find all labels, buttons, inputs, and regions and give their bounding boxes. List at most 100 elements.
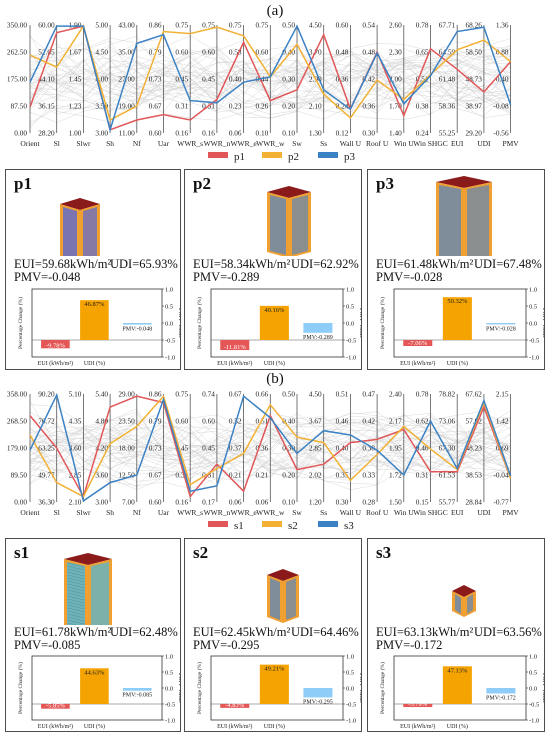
solution-card-p2: p2 EUI=58.34kWh/m² UDI=62.92% PMV=-0.289… [184,169,362,370]
tick-label: 57.92 [465,417,482,426]
tick-label: 4.50 [95,48,108,57]
series-line-s3 [29,392,512,503]
category-label: EUI (kWh/m²) [400,723,435,730]
tick-label: 38.97 [465,102,482,111]
pmv-value: PMV=-0.172 [376,638,443,652]
tick-label: 0.30 [282,75,295,84]
tick-label: 0.24 [336,102,349,111]
right-tick-label: 0.0 [529,686,537,693]
axis-label: WWR_w [256,139,285,148]
window-stripe [66,574,86,580]
tick-label: 358.00 [7,390,27,399]
tick-label: 0.23 [229,102,242,111]
window-stripe [66,613,86,619]
tick-label: 0.58 [229,48,242,57]
tick-label: 0.67 [149,471,162,480]
tick-label: 0.69 [496,444,509,453]
tick-label: 29.20 [465,129,482,138]
tick-label: 0.51 [416,75,429,84]
bar-value-label: -3.79% [408,701,428,708]
legend-swatch [262,152,282,158]
tick-label: 2.60 [389,21,402,30]
building-window-right [467,185,489,256]
y2-axis-label: PMV Value [177,308,181,338]
tick-label: 28.20 [38,129,55,138]
window-stripe [66,595,86,601]
tick-label: 4.80 [95,417,108,426]
tick-label: 2.10 [69,498,82,507]
category-label: UDI (%) [447,360,468,367]
eui-bar [41,340,70,349]
tick-label: 2.85 [69,471,82,480]
category-label: EUI (kWh/m²) [38,360,73,367]
tick-label: -0.56 [493,129,509,138]
building-window-left [455,594,461,614]
series-line-p3 [29,24,512,133]
tick-label: 43.00 [118,21,135,30]
tick-label: 5.40 [95,390,108,399]
percentage-change-bar-chart: Percentage Change (%) 1.0 0.5 0.0 -0.5 -1.0 PM… [196,287,361,368]
tick-label: 0.30 [362,129,375,138]
tick-label: 11.00 [119,129,135,138]
udi-bar [442,666,472,704]
bar-value-label: 44.63% [84,669,105,676]
legend-label: s1 [234,520,244,532]
legend-swatch [208,521,228,527]
tick-label: 36.30 [38,498,55,507]
axis-label: Sw [292,139,302,148]
axis-label: Wall U [340,139,362,148]
y2-axis-label: PMV Value [541,308,545,338]
tick-label: 1.30 [309,129,322,138]
tick-label: 0.40 [282,48,295,57]
tick-label: 0.79 [149,48,162,57]
tick-label: 28.84 [465,498,482,507]
tick-label: 12.50 [118,471,135,480]
bar-value-label: 47.13% [447,667,468,674]
udi-value: UDI=64.46% [291,625,359,639]
tick-label: 0.48 [336,48,349,57]
tick-label: 27.00 [118,75,135,84]
legend-swatch [318,152,338,158]
bar-value-label: -7.06% [408,340,428,347]
tick-label: 61.48 [439,75,456,84]
category-label: EUI (kWh/m²) [217,723,252,730]
series-line-s1 [29,395,512,499]
window-stripe [66,586,86,592]
tick-label: 76.72 [38,417,55,426]
tick-label: 0.35 [336,471,349,480]
tick-label: 0.66 [256,390,269,399]
tick-label: 0.15 [416,498,429,507]
tick-label: 0.42 [362,75,375,84]
axis-label: Sh [106,508,114,517]
tick-label: 0.16 [175,498,188,507]
tick-label: 0.75 [202,21,215,30]
percentage-change-bar-chart: Percentage Change (%) 1.0 0.5 0.0 -0.5 -1.0 PM… [17,654,180,731]
tick-label: 2.85 [309,444,322,453]
tick-label: 49.77 [38,471,55,480]
pmv-value-label: PMV:-0.289 [303,335,333,341]
tick-label: 179.00 [7,444,27,453]
tick-label: 73.06 [439,417,456,426]
tick-label: 0.10 [282,498,295,507]
right-tick-label: -0.5 [529,338,539,345]
tick-label: 0.65 [416,48,429,57]
right-tick-label: 1.0 [346,654,354,661]
tick-label: 5.00 [95,21,108,30]
right-tick-label: 0.5 [346,304,354,311]
axis-label: WWR_e [230,139,257,148]
tick-label: 1.70 [389,102,402,111]
right-tick-label: 1.0 [165,654,173,661]
right-tick-label: -1.0 [529,718,539,725]
tick-label: 48.23 [465,444,482,453]
building-3d-model [64,553,112,625]
tick-label: 0.78 [416,390,429,399]
tick-label: 1.00 [69,129,82,138]
tick-label: 0.36 [256,444,269,453]
tick-label: 0.74 [202,390,215,399]
category-label: EUI (kWh/m²) [400,360,435,367]
tick-label: 3.60 [95,471,108,480]
tick-label: 0.28 [362,498,375,507]
tick-label: 63.25 [38,444,55,453]
pmv-value: PMV=-0.289 [193,270,260,284]
